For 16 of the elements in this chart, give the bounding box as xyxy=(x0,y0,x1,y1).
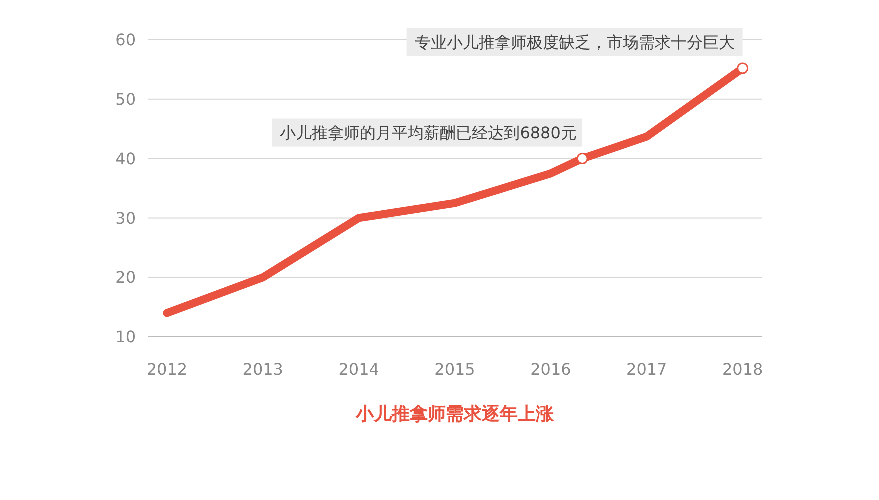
x-tick-label: 2017 xyxy=(626,360,668,379)
text: 小儿推拿师需求逐年上涨 xyxy=(355,404,555,425)
y-tick-label: 50 xyxy=(116,90,136,109)
x-tick-label: 2018 xyxy=(722,360,764,379)
annotation: 小儿推拿师的月平均薪酬已经达到6880元 xyxy=(280,123,577,142)
y-tick-label: 60 xyxy=(116,30,136,50)
x-tick-label: 2013 xyxy=(242,360,284,379)
y-tick-label: 30 xyxy=(116,208,136,228)
annotation: 专业小儿推拿师极度缺乏，市场需求十分巨大 xyxy=(414,33,735,52)
x-tick-label: 2012 xyxy=(146,360,188,379)
y-tick-label: 10 xyxy=(116,328,136,347)
x-tick-label: 2014 xyxy=(338,360,380,379)
x-tick-label: 2015 xyxy=(434,360,476,379)
y-tick-label: 40 xyxy=(116,149,136,168)
y-tick-label: 20 xyxy=(116,268,136,288)
x-tick-label: 2016 xyxy=(530,360,572,379)
